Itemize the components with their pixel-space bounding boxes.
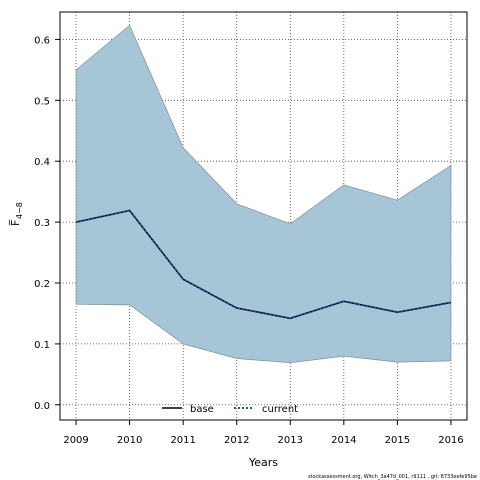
footer-note: stockassessment.org, Witch_3a47d_001, r9… bbox=[307, 474, 477, 480]
x-tick-label: 2011 bbox=[170, 435, 195, 446]
x-axis: 2009 2010 2011 2012 2013 2014 2015 2016 bbox=[63, 420, 464, 446]
x-tick-label: 2016 bbox=[438, 435, 463, 446]
y-axis-label-main: F̅ bbox=[9, 219, 22, 226]
y-tick-label: 0.2 bbox=[34, 279, 50, 290]
x-tick-label: 2009 bbox=[63, 435, 88, 446]
plot-frame bbox=[59, 11, 468, 421]
series-line-current bbox=[75, 209, 452, 320]
legend-label-current: current bbox=[262, 404, 298, 415]
x-tick-label: 2012 bbox=[224, 435, 249, 446]
x-axis-label: Years bbox=[248, 456, 278, 469]
confidence-band bbox=[75, 24, 452, 364]
legend-label-base: base bbox=[190, 404, 214, 415]
x-tick-label: 2014 bbox=[331, 435, 356, 446]
y-tick-label: 0.0 bbox=[34, 401, 50, 412]
legend: base current bbox=[162, 404, 298, 415]
y-tick-label: 0.3 bbox=[34, 218, 50, 229]
y-tick-label: 0.4 bbox=[34, 157, 50, 168]
y-tick-label: 0.1 bbox=[34, 340, 50, 351]
y-axis-label-sub: 4−8 bbox=[15, 202, 24, 219]
x-tick-label: 2015 bbox=[385, 435, 410, 446]
y-tick-label: 0.6 bbox=[34, 35, 50, 46]
y-tick-label: 0.5 bbox=[34, 96, 50, 107]
x-tick-label: 2010 bbox=[117, 435, 142, 446]
y-axis-label: F̅ 4−8 bbox=[9, 202, 24, 226]
series-lines bbox=[75, 209, 452, 320]
y-axis: 0.0 0.1 0.2 0.3 0.4 0.5 0.6 bbox=[34, 35, 60, 412]
x-tick-label: 2013 bbox=[278, 435, 303, 446]
